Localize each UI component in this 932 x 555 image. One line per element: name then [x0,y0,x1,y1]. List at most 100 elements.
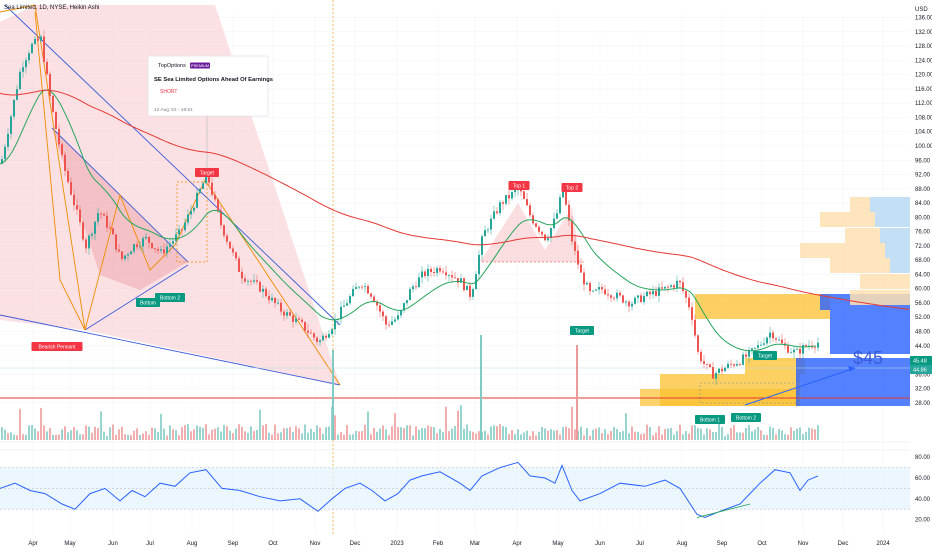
tag-label-4: Top 1 [513,184,525,190]
candle-body [73,194,75,206]
candle-body [58,128,60,145]
volume-bar [367,411,369,440]
price-candles [1,30,819,385]
volume-bar [109,427,111,440]
volume-bar [61,429,63,440]
candle-body [520,189,522,192]
price-tick-18: 64.00 [915,272,931,278]
candle-body [271,297,273,301]
tag-bg-1 [136,298,160,307]
candle-body [196,192,198,208]
candle-body [511,192,513,199]
candle-body [637,295,639,298]
volume-bar [301,433,303,440]
candle-body [460,278,462,283]
candle-body [229,241,231,249]
candle-body [190,210,192,215]
candle-body [253,280,255,282]
volume-bar [589,435,591,440]
candle-body [352,288,354,297]
candle-body [625,301,627,303]
candle-body [295,318,297,322]
volume-bar [418,429,420,440]
volume-bar [292,432,294,440]
last-price-tag-2 [910,365,932,374]
volume-bar [478,431,480,440]
volume-bar [586,428,588,440]
candle-body [409,289,411,301]
candle-body [28,53,30,61]
candle-body [22,67,24,72]
volume-bar [553,430,555,440]
tag-label-9: Bottom 2 [736,416,756,422]
candle-body [757,345,759,348]
volume-bar [790,427,792,440]
volume-bar [748,425,750,440]
volume-bar [358,431,360,440]
volume-bar [649,427,651,440]
candle-body [526,199,528,206]
volume-bar [220,431,222,440]
candle-body [292,315,294,322]
volume-bar [694,425,696,440]
candle-body [646,291,648,297]
volume-bar [73,427,75,440]
candle-body [403,303,405,311]
candle-body [607,294,609,296]
volume-bar [538,431,540,440]
candle-body [736,364,738,366]
volume-bar [4,429,6,440]
volume-bar [334,415,336,440]
candle-body [556,213,558,219]
annotation-tags: Target Bottom Bottom 2 Bearish Pennant Top 1… [31,168,883,424]
volume-bar [739,432,741,440]
candle-body [310,332,312,334]
idea-card[interactable]: TopOptions PREMIUM SE Sea Limited Option… [147,55,273,117]
volume-bar [406,425,408,440]
candle-body [802,345,804,354]
volume-profile-6 [850,290,910,305]
candle-body [472,289,474,297]
candle-body [61,144,63,155]
volume-bar [652,435,654,440]
candle-body [133,244,135,252]
volume-bar [541,427,543,440]
tag-bg-2 [155,293,185,302]
candle-body [787,345,789,353]
candle-body [451,275,453,278]
candle-body [664,286,666,289]
triangle-lower-line [84,264,189,331]
candle-body [100,213,102,215]
volume-bar [664,429,666,440]
candle-body [631,303,633,307]
volume-bar [7,432,9,440]
candle-body [382,311,384,317]
volume-bar [640,434,642,440]
tag-label-6: Target [575,329,590,335]
price-tick-21: 52.00 [915,315,931,321]
volume-bar [88,426,90,440]
supply-zone-1 [695,294,830,319]
volume-bar [709,429,711,440]
candle-body [385,316,387,325]
volume-bar [154,428,156,440]
candle-body [241,271,243,279]
volume-profile-blue-0 [870,197,910,212]
rsi-pane [0,449,910,519]
volume-bar [223,424,225,440]
candle-body [490,218,492,230]
price-tick-11: 92.00 [915,173,931,179]
volume-bar [10,432,12,440]
candle-body [355,287,357,289]
rsi-tick-2: 40.00 [915,497,931,503]
candle-body [688,297,690,308]
candle-body [718,368,720,373]
volume-bar [571,406,573,440]
volume-bar [196,425,198,440]
volume-bar [697,427,699,440]
volume-bar [400,427,402,440]
candle-body [358,286,360,288]
volume-bar [379,428,381,440]
volume-bar [145,431,147,440]
